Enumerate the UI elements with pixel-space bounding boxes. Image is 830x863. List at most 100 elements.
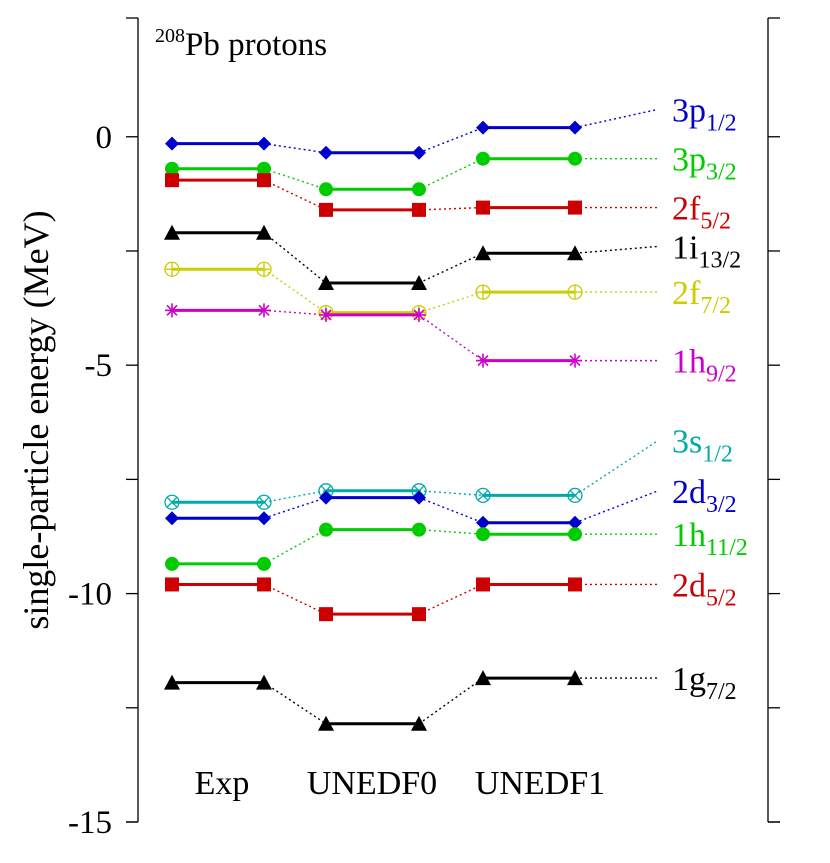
level-marker (164, 494, 180, 510)
level-marker (476, 527, 490, 542)
label-connector-line (574, 439, 659, 496)
level-label-orbital: 3p (672, 142, 706, 179)
level-marker (475, 487, 491, 504)
level-label-orbital: 1h (672, 517, 706, 554)
connector-line (418, 206, 484, 211)
level-marker (412, 202, 426, 217)
level-marker (164, 224, 180, 240)
connector-line (418, 677, 484, 725)
connector-line (263, 583, 327, 615)
level-marker (319, 522, 333, 537)
level-label-orbital: 2d (672, 474, 706, 511)
level-label-orbital: 3s (672, 424, 702, 461)
level-marker (568, 515, 582, 530)
level-marker (568, 577, 582, 592)
level-marker (257, 161, 271, 176)
chart-title: 208Pb protons (155, 25, 327, 63)
level-marker (319, 202, 333, 217)
level-marker (319, 607, 333, 622)
level-marker (568, 527, 582, 542)
level-marker (257, 303, 271, 318)
connector-lines (263, 108, 659, 725)
level-marker (257, 511, 271, 526)
level-marker (412, 490, 426, 505)
level-marker (476, 200, 490, 215)
level-label: 3p1/2 (672, 92, 737, 136)
connector-line (418, 314, 484, 362)
y-axis-label: single-particle energy (MeV) (16, 210, 56, 629)
level-label: 1h9/2 (672, 344, 737, 388)
connector-line (263, 529, 327, 565)
level-marker (256, 261, 272, 277)
level-marker (476, 353, 490, 368)
plot-frame (126, 17, 780, 823)
y-tick-label: -15 (68, 805, 112, 841)
level-marker (319, 307, 333, 322)
level-label: 1h11/2 (672, 517, 748, 561)
level-marker (412, 145, 426, 160)
level-marker (165, 511, 179, 526)
level-marker (165, 173, 179, 188)
level-label-j: 3/2 (706, 492, 737, 518)
y-tick-label: -10 (68, 577, 112, 613)
connector-line (263, 490, 327, 503)
level-label-j: 5/2 (700, 209, 731, 235)
level-label-j: 1/2 (706, 110, 737, 136)
level-marker (164, 261, 180, 277)
level-label-orbital: 2d (672, 567, 706, 604)
connector-line (263, 168, 327, 190)
connector-line (418, 252, 484, 284)
level-marker (568, 200, 582, 215)
level-marker (476, 577, 490, 592)
connector-line (263, 682, 327, 725)
level-marker (256, 494, 272, 510)
level-marker (476, 151, 490, 166)
level-label: 2f7/2 (672, 275, 731, 319)
level-marker (412, 307, 426, 322)
level-marker (567, 670, 583, 686)
level-marker (412, 182, 426, 197)
level-marker (165, 161, 179, 176)
level-marker (476, 515, 490, 530)
level-label-orbital: 2f (672, 275, 701, 312)
category-labels: Exp UNEDF0 UNEDF1 (195, 765, 606, 802)
level-label: 1g7/2 (672, 661, 737, 705)
level-marker (165, 577, 179, 592)
level-marker (568, 120, 582, 135)
level-marker (319, 490, 333, 505)
level-marker (475, 245, 491, 261)
category-label: Exp (195, 765, 250, 802)
connector-line (263, 496, 327, 519)
level-marker (568, 353, 582, 368)
level-label-orbital: 1i (672, 229, 698, 266)
level-label-j: 13/2 (698, 247, 741, 273)
level-marker (257, 577, 271, 592)
y-axis: 0 -5 -10 -15 (68, 120, 780, 841)
level-marker (319, 145, 333, 160)
category-label: UNEDF0 (307, 765, 437, 802)
title-mass-number: 208 (155, 25, 185, 47)
energy-levels (164, 120, 583, 731)
level-marker (256, 674, 272, 690)
connector-line (263, 309, 327, 316)
connector-line (418, 291, 484, 314)
level-marker (318, 715, 334, 731)
level-labels: 3p1/23p3/22f5/21i13/22f7/21h9/23s1/22d3/… (672, 92, 748, 705)
level-marker (319, 182, 333, 197)
level-marker (256, 224, 272, 240)
connector-line (263, 179, 327, 211)
level-label-j: 5/2 (706, 585, 737, 611)
level-marker (165, 556, 179, 571)
level-marker (165, 136, 179, 151)
level-marker (318, 274, 334, 290)
level-label: 2f5/2 (672, 191, 731, 235)
level-marker (567, 284, 583, 300)
connector-line (418, 158, 484, 190)
level-label: 2d3/2 (672, 474, 737, 518)
level-marker (567, 245, 583, 261)
level-marker (475, 284, 491, 300)
connector-line (418, 497, 484, 524)
level-marker (257, 173, 271, 188)
level-marker (164, 674, 180, 690)
